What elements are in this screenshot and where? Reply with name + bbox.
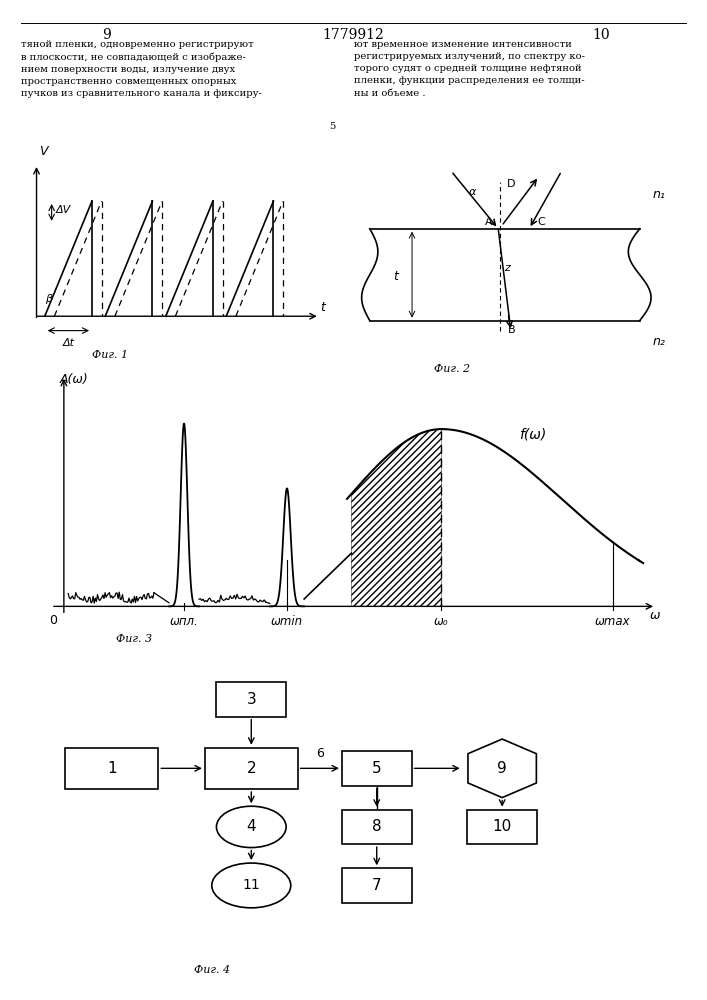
Text: Δt: Δt — [62, 338, 74, 348]
Text: ω: ω — [650, 609, 660, 622]
Text: 5: 5 — [372, 761, 382, 776]
Text: n₁: n₁ — [653, 188, 665, 201]
Text: ΔV: ΔV — [56, 205, 71, 215]
Text: z: z — [504, 263, 510, 273]
Text: 6: 6 — [316, 747, 324, 760]
Text: ω₀: ω₀ — [434, 615, 449, 628]
Bar — [342, 868, 411, 903]
Text: 10: 10 — [493, 819, 512, 834]
Text: 1779912: 1779912 — [322, 28, 385, 42]
Text: 5: 5 — [329, 122, 335, 131]
Ellipse shape — [216, 806, 286, 848]
Text: V: V — [40, 145, 48, 158]
Text: 1: 1 — [107, 761, 117, 776]
Text: 3: 3 — [247, 692, 256, 707]
Text: 8: 8 — [372, 819, 382, 834]
Bar — [216, 682, 286, 717]
Text: B: B — [508, 325, 515, 335]
Text: f(ω): f(ω) — [519, 428, 546, 442]
Text: 9: 9 — [102, 28, 110, 42]
Text: Фиг. 1: Фиг. 1 — [91, 350, 128, 360]
Ellipse shape — [212, 863, 291, 908]
Bar — [342, 751, 411, 786]
Text: 4: 4 — [247, 819, 256, 834]
Text: ωmax: ωmax — [595, 615, 631, 628]
Text: t: t — [393, 269, 398, 282]
Bar — [66, 748, 158, 789]
Bar — [467, 810, 537, 844]
Text: t: t — [320, 301, 325, 314]
Text: Фиг. 3: Фиг. 3 — [116, 634, 153, 644]
Text: Фиг. 4: Фиг. 4 — [194, 965, 230, 975]
Bar — [342, 810, 411, 844]
Text: ωпл.: ωпл. — [170, 615, 199, 628]
Text: β: β — [45, 294, 52, 304]
Polygon shape — [468, 739, 537, 798]
Bar — [205, 748, 298, 789]
Text: C: C — [537, 217, 545, 227]
Text: тяной пленки, одновременно регистрируют
в плоскости, не совпадающей с изображе-
: тяной пленки, одновременно регистрируют … — [21, 40, 262, 98]
Text: Фиг. 2: Фиг. 2 — [434, 364, 471, 374]
Text: 2: 2 — [247, 761, 256, 776]
Text: 9: 9 — [497, 761, 507, 776]
Text: ωmin: ωmin — [271, 615, 303, 628]
Text: 0: 0 — [49, 614, 57, 627]
Text: 7: 7 — [372, 878, 382, 893]
Text: n₂: n₂ — [653, 335, 665, 348]
Text: 11: 11 — [243, 878, 260, 892]
Text: D: D — [507, 179, 515, 189]
Text: ют временное изменение интенсивности
регистрируемых излучений, по спектру ко-
то: ют временное изменение интенсивности рег… — [354, 40, 585, 98]
Text: 10: 10 — [592, 28, 609, 42]
Text: α: α — [469, 187, 476, 197]
Text: A: A — [485, 217, 492, 227]
Text: A(ω): A(ω) — [59, 373, 88, 386]
